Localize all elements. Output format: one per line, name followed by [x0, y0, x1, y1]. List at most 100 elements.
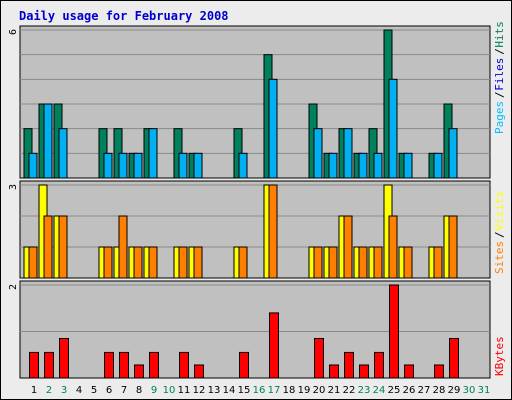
- legend-visits-sites: Sites /Visits: [493, 191, 506, 274]
- day-label-31: 31: [478, 385, 491, 396]
- bar-kbytes-day-29: [449, 337, 459, 379]
- bar-sites-day-21: [328, 246, 338, 279]
- legend-separator: /: [493, 231, 506, 238]
- bar-sites-day-26: [403, 246, 413, 279]
- bar-kbytes-day-2: [44, 351, 54, 379]
- bar-sites-day-2: [43, 215, 53, 279]
- bar-kbytes-day-24: [374, 351, 384, 379]
- legend-entry-visits: Visits: [493, 191, 506, 231]
- bar-files-day-7: [118, 152, 128, 179]
- bar-files-day-8: [133, 152, 143, 179]
- bar-files-day-24: [373, 152, 383, 179]
- legend-entry-files: Files: [493, 58, 506, 91]
- bar-sites-day-7: [118, 215, 128, 279]
- bar-files-day-20: [313, 128, 323, 179]
- day-label-26: 26: [403, 385, 416, 396]
- legend-entry-hits: Hits: [493, 21, 506, 48]
- day-label-8: 8: [136, 385, 142, 396]
- bar-sites-day-22: [343, 215, 353, 279]
- day-label-28: 28: [433, 385, 446, 396]
- day-label-23: 23: [358, 385, 371, 396]
- series-visits: [23, 184, 453, 279]
- bar-files-day-22: [343, 128, 353, 179]
- bar-files-day-21: [328, 152, 338, 179]
- bar-sites-day-29: [448, 215, 458, 279]
- panel-kbytes: 2 KBytes: [8, 280, 506, 379]
- bar-kbytes-day-20: [314, 337, 324, 379]
- bar-files-day-23: [358, 152, 368, 179]
- x-axis-day-labels: 1 2 3 4 5 6 7 8 9 10 11 12 13 14 15 16 17 18 19 20 21 22 23 24 2…: [31, 385, 491, 396]
- bar-files-day-1: [28, 152, 38, 179]
- y-max-label: 6: [8, 29, 19, 35]
- bar-files-day-3: [58, 128, 68, 179]
- bar-sites-day-24: [373, 246, 383, 279]
- day-label-25: 25: [388, 385, 401, 396]
- panel-background: [19, 180, 491, 279]
- day-label-24: 24: [373, 385, 386, 396]
- day-label-1: 1: [31, 385, 37, 396]
- bar-kbytes-day-26: [404, 364, 414, 379]
- bar-sites-day-23: [358, 246, 368, 279]
- bar-files-day-12: [193, 152, 203, 179]
- day-label-20: 20: [313, 385, 326, 396]
- bar-sites-day-1: [28, 246, 38, 279]
- bar-files-day-25: [388, 78, 398, 179]
- day-label-7: 7: [121, 385, 127, 396]
- bar-sites-day-11: [178, 246, 188, 279]
- bar-kbytes-day-25: [389, 284, 399, 379]
- bar-kbytes-day-15: [239, 351, 249, 379]
- series-kbytes: [29, 284, 459, 379]
- bar-sites-day-3: [58, 215, 68, 279]
- bar-sites-day-28: [433, 246, 443, 279]
- day-label-5: 5: [91, 385, 97, 396]
- legend-entry-pages: Pages: [493, 101, 506, 134]
- bar-kbytes-day-1: [29, 351, 39, 379]
- day-label-15: 15: [238, 385, 251, 396]
- chart-title: Daily usage for February 2008: [19, 9, 229, 23]
- day-label-30: 30: [463, 385, 476, 396]
- panel-visits-sites: 3 Sites /Visits: [8, 180, 506, 279]
- bar-kbytes-day-23: [359, 364, 369, 379]
- day-label-6: 6: [106, 385, 112, 396]
- day-label-13: 13: [208, 385, 221, 396]
- bar-sites-day-20: [313, 246, 323, 279]
- bar-kbytes-day-3: [59, 337, 69, 379]
- legend-entry-kbytes: KBytes: [493, 336, 506, 376]
- day-label-17: 17: [268, 385, 281, 396]
- bar-files-day-17: [268, 78, 278, 179]
- day-label-18: 18: [283, 385, 296, 396]
- series-files: [28, 78, 458, 179]
- day-label-3: 3: [61, 385, 67, 396]
- bar-kbytes-day-6: [104, 351, 114, 379]
- legend-entry-sites: Sites: [493, 241, 506, 274]
- legend-hits-files-pages: Pages/Files/Hits: [493, 21, 506, 134]
- day-label-16: 16: [253, 385, 266, 396]
- bar-kbytes-day-8: [134, 364, 144, 379]
- bar-sites-day-6: [103, 246, 113, 279]
- day-label-29: 29: [448, 385, 461, 396]
- bar-sites-day-25: [388, 215, 398, 279]
- day-label-9: 9: [151, 385, 157, 396]
- legend-separator: /: [493, 91, 506, 98]
- bar-kbytes-day-11: [179, 351, 189, 379]
- bar-kbytes-day-12: [194, 364, 204, 379]
- legend-separator: /: [493, 48, 506, 55]
- day-label-2: 2: [46, 385, 52, 396]
- bar-files-day-28: [433, 152, 443, 179]
- bar-sites-day-15: [238, 246, 248, 279]
- bar-files-day-15: [238, 152, 248, 179]
- bar-sites-day-12: [193, 246, 203, 279]
- day-label-22: 22: [343, 385, 356, 396]
- bar-kbytes-day-7: [119, 351, 129, 379]
- bar-files-day-2: [43, 103, 53, 179]
- day-label-11: 11: [178, 385, 191, 396]
- bar-kbytes-day-28: [434, 364, 444, 379]
- day-label-10: 10: [163, 385, 176, 396]
- day-label-19: 19: [298, 385, 311, 396]
- y-max-label: 3: [8, 184, 19, 190]
- panel-background: [19, 280, 491, 379]
- panel-background: [19, 25, 491, 179]
